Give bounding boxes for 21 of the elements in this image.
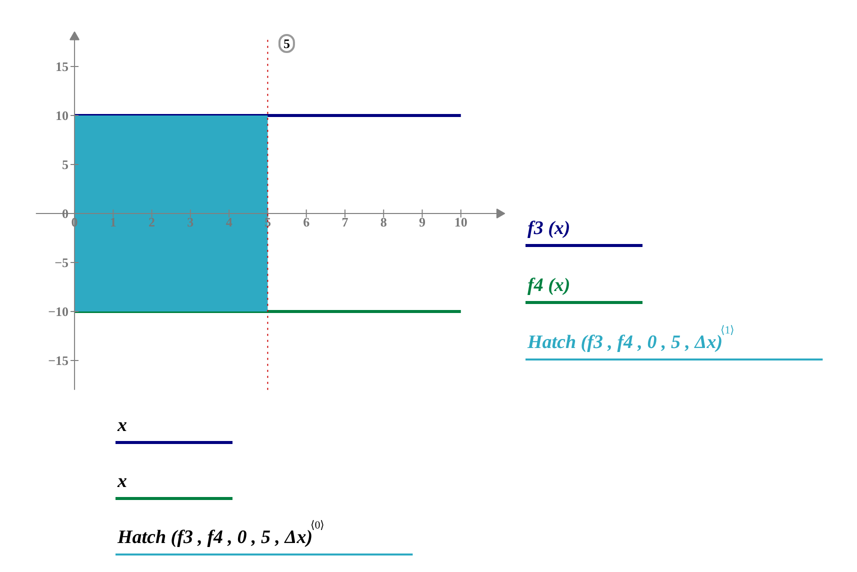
x-tick-label: 7	[342, 214, 349, 230]
x-tick-label: 6	[303, 214, 310, 230]
y-tick-label: 15	[56, 59, 70, 74]
y-tick-label: −15	[48, 353, 70, 368]
y-tick-label: −5	[54, 255, 70, 270]
x-tick-label: 4	[226, 214, 233, 230]
x-tick-label: 10	[454, 214, 468, 230]
text: f4 (x)	[528, 275, 570, 296]
x-tick-label: 3	[187, 214, 194, 230]
x-tick-label: 1	[110, 214, 116, 230]
y-tick-label: −10	[48, 304, 69, 319]
text: x	[116, 471, 128, 492]
x-tick-label: 2	[148, 214, 156, 230]
x-tick-label: 9	[418, 214, 426, 230]
y-tick-label: 10	[56, 108, 69, 123]
ref-line-label: 5	[283, 36, 290, 51]
x-tick-label: 8	[380, 214, 388, 230]
text: f3 (x)	[528, 218, 570, 239]
x-tick-label: 5	[264, 214, 272, 230]
y-tick-label: 5	[62, 157, 70, 172]
text: x	[116, 415, 128, 436]
